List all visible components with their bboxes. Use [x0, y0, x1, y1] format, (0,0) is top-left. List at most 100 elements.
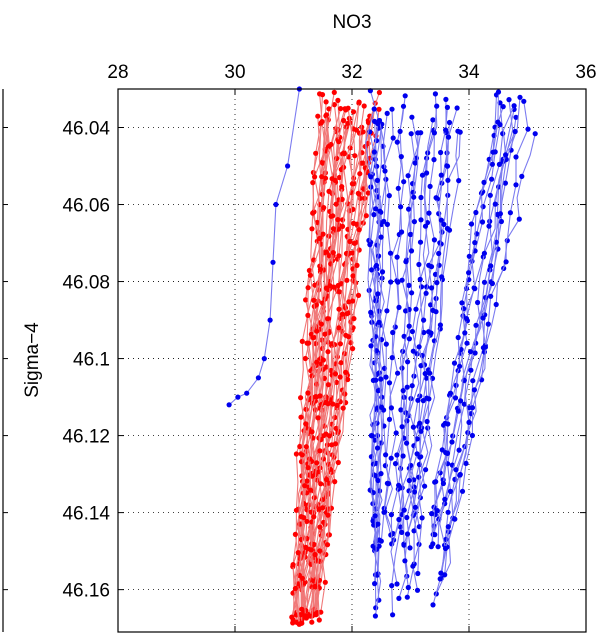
- series-1-profile-32-point: [374, 177, 380, 183]
- series-0-profile-32-point: [335, 217, 341, 223]
- series-1-profile-30-point: [411, 489, 418, 495]
- series-0-profile-7-point: [310, 180, 316, 186]
- series-1-profile-10-point: [411, 528, 417, 534]
- series-0-profile-36-point: [313, 302, 319, 308]
- series-1-profile-31-point: [426, 210, 432, 216]
- series-1-profile-37-point: [373, 377, 379, 383]
- series-1-profile-11-point: [381, 509, 387, 515]
- series-1-profile-33-point: [411, 219, 417, 225]
- series-1-profile-7-point: [386, 380, 393, 386]
- series-1-profile-19-point: [426, 396, 432, 402]
- series-1-profile-33-point: [399, 424, 405, 430]
- series-1-profile-12-point: [417, 420, 423, 426]
- series-1-profile-30-point: [417, 276, 423, 282]
- series-1-profile-18-point: [373, 138, 380, 144]
- series-1-profile-35-point: [459, 300, 465, 306]
- series-0-profile-32-point: [341, 151, 347, 157]
- series-1-profile-35-point: [481, 179, 487, 185]
- series-1-profile-20-point: [487, 192, 493, 198]
- series-1-profile-0-point: [402, 93, 408, 99]
- series-0-profile-34-point: [309, 619, 315, 625]
- series-1-profile-34-point: [468, 367, 474, 373]
- series-1-profile-17-point: [472, 350, 478, 356]
- series-1-profile-3-point: [398, 407, 404, 413]
- series-1-profile-35-point: [462, 330, 468, 336]
- series-1-profile-7-point: [388, 455, 394, 461]
- series-0-profile-33-point: [351, 316, 357, 322]
- series-1-profile-30-point: [401, 542, 407, 548]
- series-0-profile-15-point: [350, 346, 356, 352]
- series-1-profile-25-point: [452, 395, 459, 401]
- series-0-profile-28-point: [304, 518, 310, 525]
- series-1-profile-17-point: [447, 488, 454, 494]
- series-1-profile-3-point: [409, 114, 415, 120]
- series-0-profile-32-point: [325, 316, 331, 322]
- series-1-profile-31-point: [431, 237, 437, 243]
- series-0-profile-34-point: [354, 262, 360, 268]
- series-1-profile-23-point: [372, 613, 378, 619]
- series-1-profile-32-point: [369, 433, 375, 439]
- series-1-profile-12-point: [438, 149, 444, 156]
- series-1-profile-5-point: [404, 514, 410, 521]
- series-0-profile-33-line: [316, 92, 380, 621]
- series-1-profile-34-point: [437, 576, 443, 582]
- x-tick-label-32: 32: [341, 62, 362, 83]
- series-0-profile-32-point: [339, 184, 345, 190]
- series-1-profile-34-point: [430, 602, 436, 608]
- series-1-profile-37-line: [365, 108, 379, 584]
- y-tick-label-46.16: 46.16: [62, 581, 110, 602]
- series-2-profile-point: [255, 375, 261, 381]
- series-0-profile-10-point: [365, 190, 371, 196]
- series-0-profile-16-point: [305, 285, 311, 291]
- series-0-profile-17-line: [300, 108, 346, 624]
- series-0-profile-32-point: [325, 349, 331, 355]
- series-1-profile-10-point: [418, 428, 424, 434]
- series-1-profile-30-point: [414, 436, 420, 442]
- series-0-profile-25-point: [298, 612, 304, 618]
- series-0-profile-16-point: [305, 312, 311, 318]
- series-1-profile-16-point: [521, 98, 527, 104]
- series-1-profile-17-point: [473, 322, 479, 328]
- series-1-profile-36-point: [511, 103, 517, 109]
- x-tick-label-28: 28: [107, 62, 128, 83]
- series-1-profile-30-point: [396, 595, 402, 602]
- series-1-profile-26-point: [392, 461, 399, 467]
- series-0-profile-37-point: [317, 266, 324, 272]
- series-1-profile-15-point: [517, 94, 523, 100]
- series-1-profile-3-point: [405, 173, 411, 179]
- series-1-profile-26-point: [406, 206, 412, 212]
- series-0-profile-28-point: [307, 456, 313, 462]
- series-1-profile-0-point: [395, 370, 401, 376]
- series-0-profile-34-point: [365, 120, 372, 126]
- series-1-profile-31-point: [431, 130, 437, 136]
- series-0-profile-10-point: [322, 579, 328, 585]
- series-1-profile-33-point: [412, 160, 418, 166]
- series-2-profile-point: [226, 402, 232, 408]
- series-2-profile-point: [235, 394, 241, 400]
- series-0-profile-24-line: [305, 108, 353, 611]
- series-1-profile-20-point: [496, 161, 502, 167]
- series-1-profile-31-point: [405, 584, 411, 591]
- y-tick-label-46.06: 46.06: [62, 196, 110, 217]
- series-0-profile-30-point: [337, 374, 343, 380]
- series-1-profile-26-point: [405, 359, 411, 365]
- series-1-profile-19-point: [441, 221, 447, 227]
- series-0-profile-24-point: [345, 105, 351, 111]
- series-0-profile-37-point: [299, 575, 305, 581]
- series-1-profile-39-point: [403, 259, 409, 265]
- series-1-profile-31-point: [410, 424, 416, 430]
- series-0-profile-2-point: [298, 395, 304, 401]
- series-1-profile-17-point: [512, 128, 518, 135]
- series-1-profile-24-point: [375, 477, 381, 484]
- series-1-profile-20-point: [463, 316, 470, 322]
- series-0-profile-34-point: [332, 441, 339, 447]
- series-1-profile-38-point: [424, 418, 430, 425]
- series-0-profile-34-point: [343, 369, 349, 375]
- series-1-profile-31-point: [415, 397, 421, 403]
- plot-frame: [117, 88, 587, 633]
- series-1-profile-7-line: [383, 106, 405, 534]
- series-0-profile-15-point: [363, 213, 369, 219]
- series-1-profile-18-point: [376, 537, 382, 543]
- series-1-profile-28-point: [418, 217, 424, 223]
